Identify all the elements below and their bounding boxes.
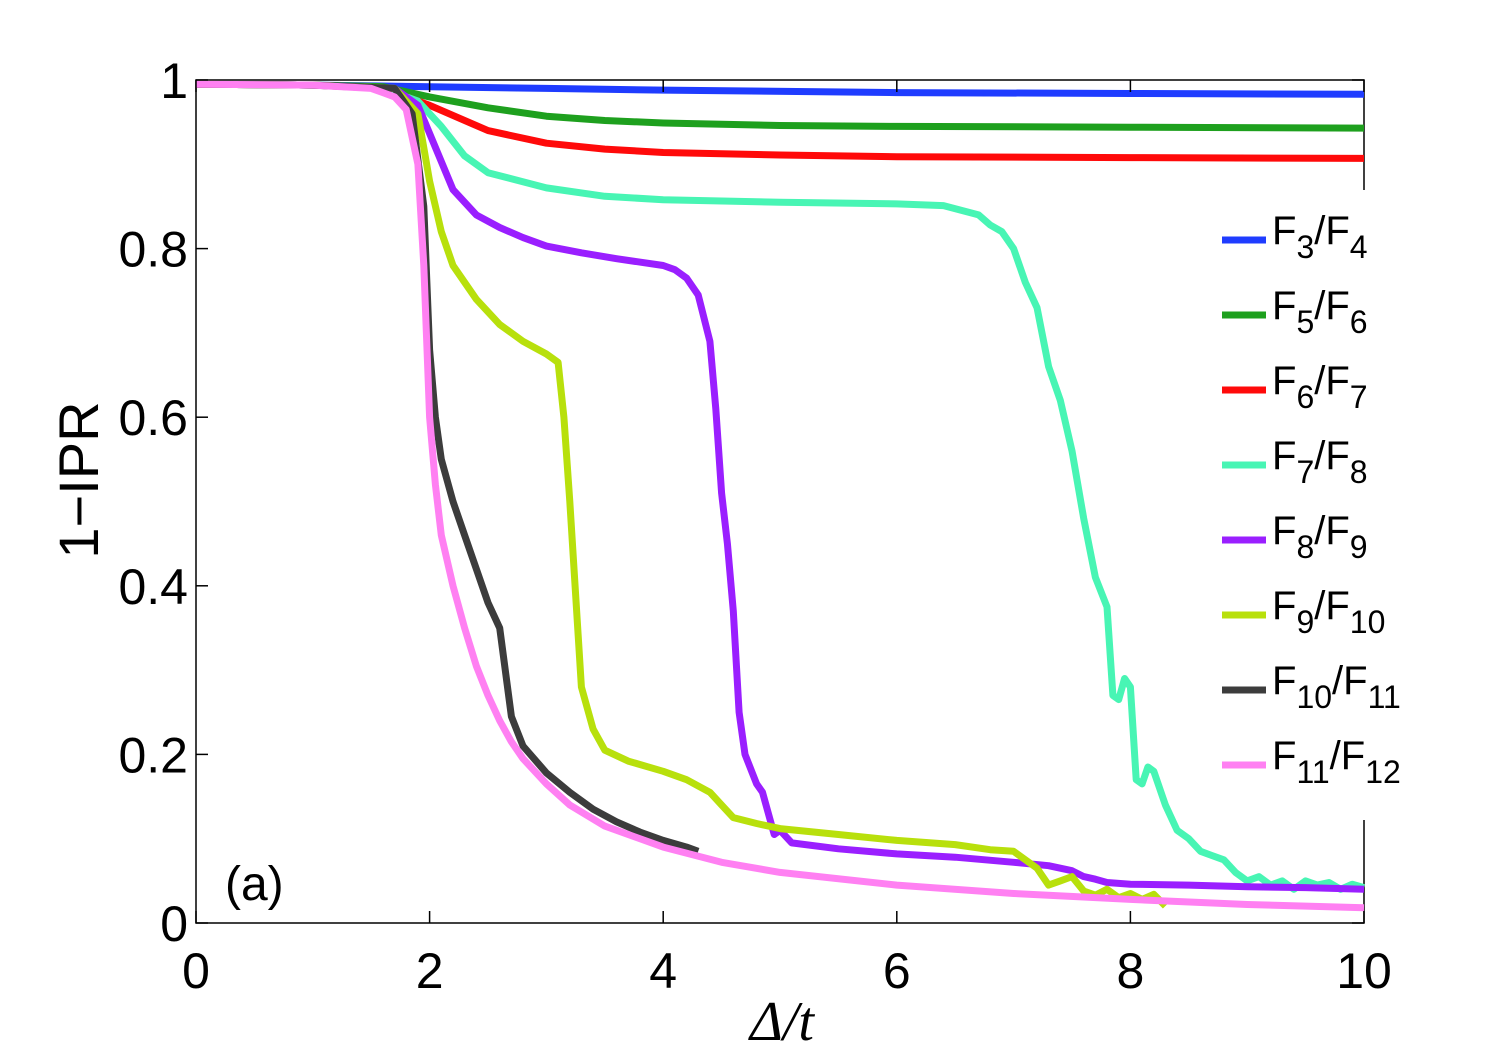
legend-label-1: F3/F4 [1272, 209, 1368, 265]
series-line-8 [195, 80, 1365, 912]
y-tick-label: 0.2 [118, 727, 188, 783]
y-tick-label: 0 [160, 896, 188, 952]
legend: F3/F4 F5/F6 F6/F7 F7/F8 F8/F9 F9/F10 F10/F11 F1… [1208, 190, 1418, 820]
y-tick-label: 1 [160, 53, 188, 109]
x-tick-label: 0 [182, 943, 210, 999]
legend-label-8: F11/F12 [1272, 734, 1401, 790]
legend-label-6: F9/F10 [1272, 584, 1385, 640]
ticks-layer: 0 2 4 6 8 10 0 0.2 0.4 0.6 0.8 1 [118, 53, 1391, 999]
legend-label-5: F8/F9 [1272, 509, 1368, 565]
x-tick-label: 10 [1336, 943, 1392, 999]
y-tick-label: 0.8 [118, 222, 188, 278]
x-tick-label: 2 [416, 943, 444, 999]
series-layer [195, 80, 1365, 912]
x-axis-title: Δ/t [748, 991, 815, 1053]
x-tick-label: 4 [649, 943, 677, 999]
legend-label-3: F6/F7 [1272, 359, 1368, 415]
series-line-6 [195, 80, 1168, 909]
y-axis-title: 1−IPR [47, 401, 110, 558]
plot-frame [195, 79, 1365, 924]
series-line-5 [195, 80, 1365, 893]
legend-label-7: F10/F11 [1272, 659, 1401, 715]
x-tick-label: 8 [1116, 943, 1144, 999]
y-tick-label: 0.6 [118, 390, 188, 446]
legend-background [1208, 190, 1418, 820]
legend-label-2: F5/F6 [1272, 284, 1368, 340]
panel-annotation: (a) [225, 858, 284, 911]
legend-label-4: F7/F8 [1272, 434, 1368, 490]
series-line-4 [195, 80, 1365, 893]
x-tick-label: 6 [883, 943, 911, 999]
y-tick-label: 0.4 [118, 559, 188, 615]
plot-border [195, 79, 1365, 924]
